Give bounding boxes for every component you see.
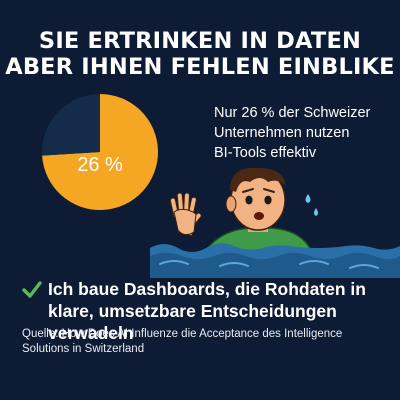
check-icon [22, 281, 42, 298]
pie-data-label: 26 % [77, 154, 123, 176]
raised-hand [169, 192, 202, 237]
benefit-text: Ich baue Dashboards, die Rohdaten in kla… [48, 279, 366, 343]
statistic-line-1: Nur 26 % der Schweizer [214, 105, 371, 121]
drowning-person-illustration [150, 167, 400, 278]
headline: SIE ERTRINKEN IN DATEN ABER IHNEN FEHLEN… [0, 28, 400, 80]
pie-slice-highlight [42, 94, 100, 156]
pie-slice-remainder [42, 94, 158, 210]
headline-line-2: ABER IHNEN FEHLEN EINBLIKE [5, 54, 395, 80]
water [150, 243, 400, 278]
headline-line-1: SIE ERTRINKEN IN DATEN [38, 28, 362, 54]
pie-chart [42, 94, 158, 210]
source-citation: Quelle: How Does AI Influenze die Accept… [22, 328, 343, 355]
sweat-drops [305, 194, 318, 216]
statistic-line-3: BI-Tools effektiv [214, 145, 317, 161]
benefit-statement: Ich baue Dashboards, die Rohdaten in kla… [22, 278, 398, 344]
statistic-line-2: Unternehmen nutzen [214, 125, 350, 141]
statistic-text: Nur 26 % der Schweizer Unternehmen nutze… [214, 103, 394, 163]
